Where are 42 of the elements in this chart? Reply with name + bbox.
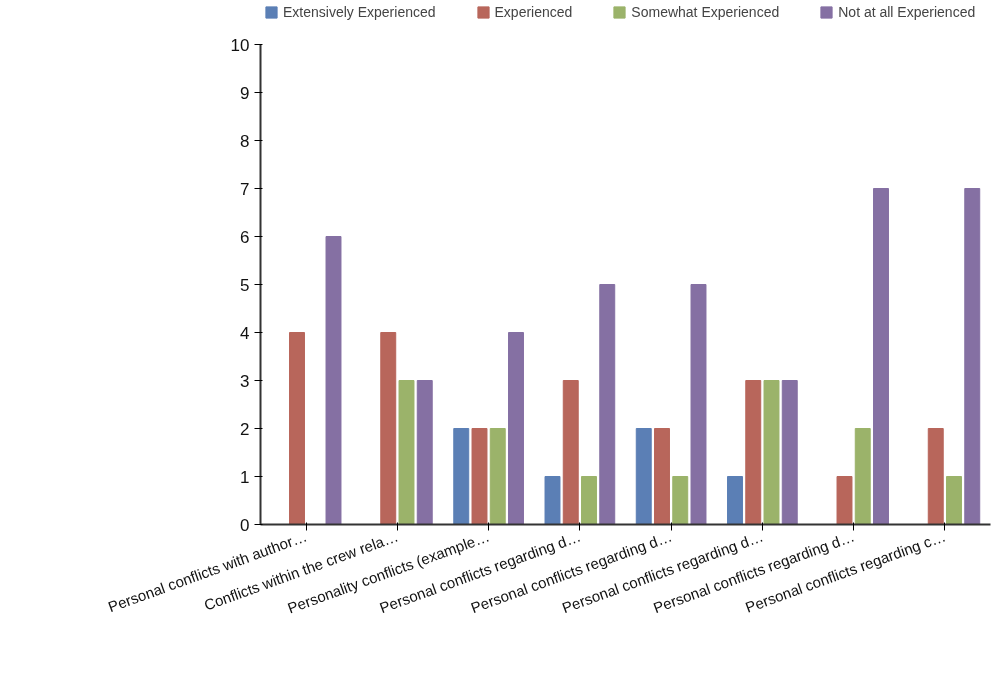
bar xyxy=(508,332,524,525)
bar xyxy=(927,428,944,525)
bar xyxy=(398,380,415,525)
bar xyxy=(562,380,579,525)
legend-label: Extensively Experienced xyxy=(283,4,436,20)
bar xyxy=(946,476,962,525)
legend-label: Somewhat Experienced xyxy=(631,4,780,20)
bar xyxy=(964,188,981,525)
y-tick-label: 5 xyxy=(240,275,250,295)
y-tick-label: 4 xyxy=(240,323,250,343)
y-tick-label: 8 xyxy=(240,131,250,151)
bar xyxy=(453,428,470,525)
bar xyxy=(854,428,871,525)
y-tick-label: 2 xyxy=(240,419,250,439)
legend-label: Not at all Experienced xyxy=(838,4,976,20)
y-tick-label: 0 xyxy=(240,515,250,535)
bar xyxy=(471,428,488,525)
y-tick-label: 3 xyxy=(240,371,250,391)
bar xyxy=(727,476,743,525)
bar xyxy=(763,380,780,525)
bar xyxy=(672,476,689,525)
bar xyxy=(289,332,305,525)
y-tick-label: 7 xyxy=(240,179,250,199)
bar xyxy=(599,284,616,525)
y-tick-label: 1 xyxy=(240,467,250,487)
y-tick-label: 6 xyxy=(240,227,250,247)
bar xyxy=(325,236,342,525)
bar xyxy=(836,476,853,525)
bar xyxy=(489,428,506,525)
bar xyxy=(690,284,707,525)
bar xyxy=(635,428,652,525)
y-tick-label: 9 xyxy=(240,83,250,103)
bar xyxy=(745,380,762,525)
legend-label: Experienced xyxy=(494,4,573,20)
bar xyxy=(544,476,561,525)
bar xyxy=(380,332,397,525)
y-tick-label: 10 xyxy=(230,35,250,55)
bar xyxy=(581,476,597,525)
bar xyxy=(416,380,433,525)
bar xyxy=(873,188,889,525)
bar xyxy=(654,428,670,525)
bar xyxy=(781,380,798,525)
